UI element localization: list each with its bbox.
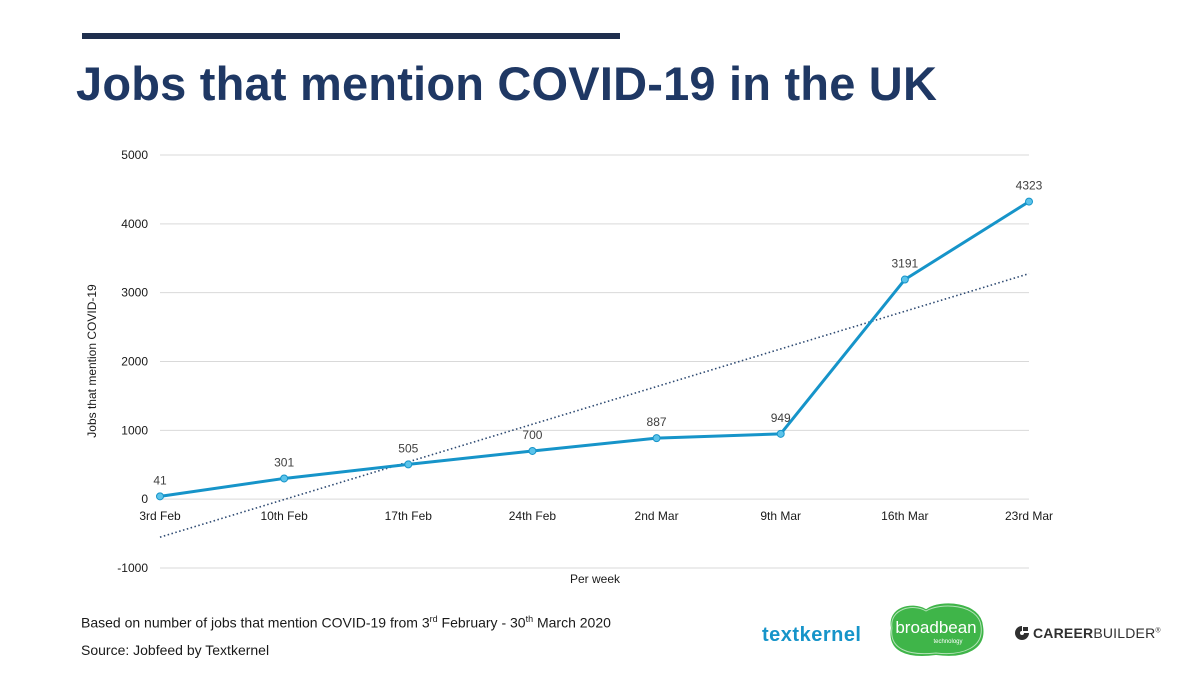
series-line: [159, 200, 1030, 498]
data-point: [900, 275, 909, 284]
data-point: [776, 429, 785, 438]
y-tick-label: 1000: [121, 423, 148, 437]
y-tick-label: 0: [141, 492, 148, 506]
grid-lines: [160, 154, 1029, 569]
y-tick-label: 3000: [121, 286, 148, 300]
data-point: [404, 460, 413, 469]
trendline-group: [159, 272, 1030, 538]
source-note: Source: Jobfeed by Textkernel: [81, 642, 270, 658]
careerbuilder-mark: ®: [1155, 627, 1161, 635]
basis-sup-2: th: [525, 614, 534, 624]
y-tick-label: 2000: [121, 355, 148, 369]
careerbuilder-icon: [1015, 626, 1029, 640]
broadbean-logo: broadbean technology: [888, 601, 986, 658]
y-axis-tick-labels: -1000 0 1000 2000 3000 4000 5000: [117, 148, 148, 575]
basis-sup-1: rd: [429, 614, 438, 624]
data-label: 700: [522, 428, 542, 442]
textkernel-logo: textkernel: [762, 624, 862, 646]
series-group: [156, 197, 1033, 501]
basis-middle: February - 30: [437, 614, 526, 631]
x-axis-label: Per week: [570, 572, 621, 586]
y-tick-label: -1000: [117, 561, 148, 575]
data-label: 301: [274, 455, 294, 469]
y-tick-label: 5000: [121, 148, 148, 162]
x-axis-tick-labels: 3rd Feb 10th Feb 17th Feb 24th Feb 2nd Mar 9t…: [139, 509, 1053, 523]
data-label: 887: [647, 415, 667, 429]
title-rule: [82, 33, 620, 39]
y-axis-label: Jobs that mention COVID-19: [85, 284, 99, 438]
x-tick-label: 23rd Mar: [1005, 509, 1053, 523]
data-point: [528, 446, 537, 455]
x-tick-label: 9th Mar: [760, 509, 801, 523]
data-label: 4323: [1016, 179, 1043, 193]
data-point: [280, 474, 289, 483]
data-label: 949: [771, 411, 791, 425]
careerbuilder-light: BUILDER: [1093, 625, 1156, 641]
broadbean-logo-text: broadbean: [895, 618, 976, 637]
data-labels: 41 301 505 700 887 949 3191 4323: [153, 179, 1042, 488]
careerbuilder-bold: CAREER: [1033, 625, 1094, 641]
x-tick-label: 17th Feb: [385, 509, 433, 523]
x-tick-label: 10th Feb: [260, 509, 308, 523]
y-tick-label: 4000: [121, 217, 148, 231]
data-label: 3191: [892, 257, 919, 271]
data-point: [1025, 197, 1033, 206]
basis-suffix: March 2020: [533, 614, 611, 631]
x-tick-label: 16th Mar: [881, 509, 928, 523]
data-label: 505: [398, 441, 418, 455]
x-tick-label: 3rd Feb: [139, 509, 181, 523]
x-tick-label: 2nd Mar: [635, 509, 679, 523]
x-tick-label: 24th Feb: [509, 509, 557, 523]
data-point: [652, 434, 661, 443]
data-label: 41: [153, 473, 167, 487]
basis-note: Based on number of jobs that mention COV…: [81, 614, 611, 631]
trendline: [159, 272, 1030, 538]
careerbuilder-logo: CAREERBUILDER®: [1014, 622, 1161, 644]
basis-prefix: Based on number of jobs that mention COV…: [81, 614, 430, 631]
page-title: Jobs that mention COVID-19 in the UK: [76, 57, 938, 110]
broadbean-logo-subtext: technology: [933, 639, 962, 645]
data-point: [156, 492, 164, 501]
